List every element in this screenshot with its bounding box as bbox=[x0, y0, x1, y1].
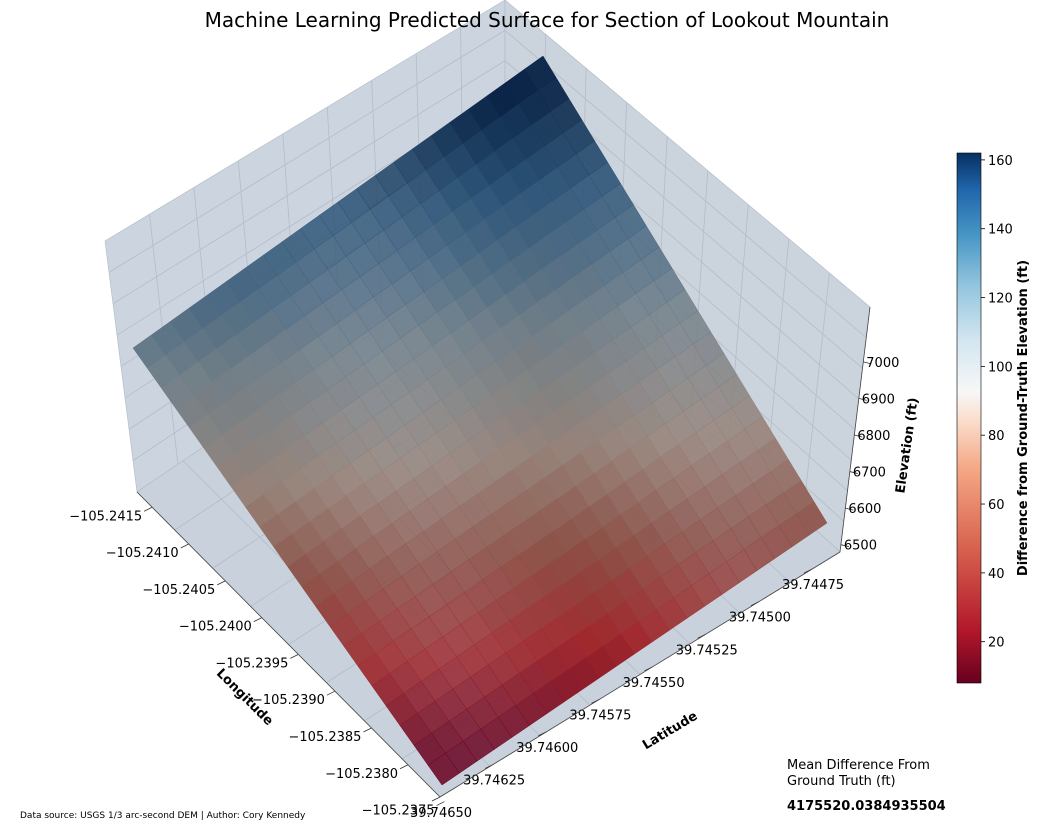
y-tick-label: 39.74600 bbox=[516, 741, 578, 756]
x-tick-label: −105.2415 bbox=[69, 509, 142, 524]
back-grid-line bbox=[112, 60, 506, 305]
colorbar-ticks: 20 40 60 80 100 120 140 160 bbox=[981, 154, 1013, 651]
z-tick-label: 6500 bbox=[844, 539, 877, 554]
y-tick-label: 39.74575 bbox=[569, 708, 631, 723]
z-tick-label: 6900 bbox=[862, 392, 895, 407]
y-axis-label: Latitude bbox=[640, 709, 700, 754]
y-tick-label: 39.74550 bbox=[623, 676, 685, 691]
mean-difference-label: Mean Difference From Ground Truth (ft) bbox=[787, 758, 934, 789]
x-tick-mark bbox=[180, 543, 189, 549]
y-axis-ticks: 39.74475 39.74500 39.74525 39.74550 39.74575… bbox=[410, 568, 844, 821]
y-tick-label: 39.74500 bbox=[729, 611, 791, 626]
colorbar-tick-label: 120 bbox=[988, 292, 1013, 307]
colorbar-tick-label: 20 bbox=[988, 636, 1005, 651]
z-tick-label: 7000 bbox=[866, 356, 899, 371]
back-grid-line bbox=[504, 30, 867, 338]
data-source-footer: Data source: USGS 1/3 arc-second DEM | A… bbox=[20, 811, 306, 821]
y-tick-label: 39.74475 bbox=[782, 578, 844, 593]
colorbar-tick-label: 80 bbox=[988, 429, 1005, 444]
y-axis-line bbox=[439, 551, 841, 798]
x-tick-label: −105.2385 bbox=[289, 730, 362, 745]
x-tick-mark bbox=[399, 764, 409, 770]
colorbar-tick-label: 100 bbox=[988, 360, 1013, 375]
z-tick-mark bbox=[863, 361, 872, 365]
chart-title: Machine Learning Predicted Surface for S… bbox=[205, 8, 890, 32]
z-axis-line bbox=[839, 306, 871, 553]
y-tick-label: 39.74525 bbox=[676, 643, 738, 658]
colorbar-tick-label: 40 bbox=[988, 567, 1005, 582]
colorbar-tick-label: 60 bbox=[988, 498, 1005, 513]
z-tick-mark bbox=[840, 544, 849, 548]
back-grid-line bbox=[802, 272, 830, 518]
x-tick-label: −105.2390 bbox=[252, 693, 325, 708]
x-tick-label: −105.2400 bbox=[179, 620, 252, 635]
y-tick-label: 39.74625 bbox=[463, 773, 525, 788]
y-tick-mark bbox=[431, 796, 441, 802]
y-tick-label: 39.74650 bbox=[410, 806, 472, 821]
surface-facet bbox=[524, 55, 557, 91]
x-tick-label: −105.2405 bbox=[142, 583, 215, 598]
x-tick-label: −105.2375 bbox=[362, 804, 435, 819]
colorbar-tick-label: 160 bbox=[988, 154, 1013, 169]
mean-difference-value: 4175520.0384935504 bbox=[787, 799, 946, 814]
x-tick-mark bbox=[436, 801, 445, 806]
x-tick-mark bbox=[363, 727, 372, 733]
x-axis-line bbox=[136, 491, 441, 798]
colorbar-label: Difference from Ground-Truth Elevation (… bbox=[1016, 260, 1031, 576]
colorbar-gradient bbox=[956, 152, 982, 684]
z-axis-ticks: 6500 6600 6700 6800 6900 7000 bbox=[840, 356, 899, 554]
x-tick-mark bbox=[326, 690, 336, 696]
x-tick-mark bbox=[253, 617, 262, 622]
z-axis-label: Elevation (ft) bbox=[893, 397, 921, 495]
z-tick-mark bbox=[845, 507, 854, 511]
colorbar: 20 40 60 80 100 120 140 160 Difference from Gro… bbox=[956, 152, 1031, 684]
z-tick-mark bbox=[849, 471, 858, 474]
back-grid-line bbox=[108, 30, 506, 273]
x-tick-label: −105.2410 bbox=[106, 546, 179, 561]
colorbar-tick-label: 140 bbox=[988, 223, 1013, 238]
x-tick-mark bbox=[290, 654, 299, 659]
z-tick-label: 6800 bbox=[857, 429, 890, 444]
z-tick-label: 6600 bbox=[848, 502, 881, 517]
x-tick-mark bbox=[143, 506, 153, 512]
x-tick-mark bbox=[217, 580, 226, 586]
predicted-surface bbox=[132, 55, 828, 786]
x-axis-ticks: −105.2415 −105.2410 −105.2405 −105.2400 −105… bbox=[69, 506, 445, 819]
z-tick-mark bbox=[858, 398, 867, 401]
z-tick-mark bbox=[854, 434, 863, 438]
x-tick-label: −105.2395 bbox=[215, 656, 288, 671]
z-tick-label: 6700 bbox=[853, 466, 886, 481]
x-tick-label: −105.2380 bbox=[325, 767, 398, 782]
